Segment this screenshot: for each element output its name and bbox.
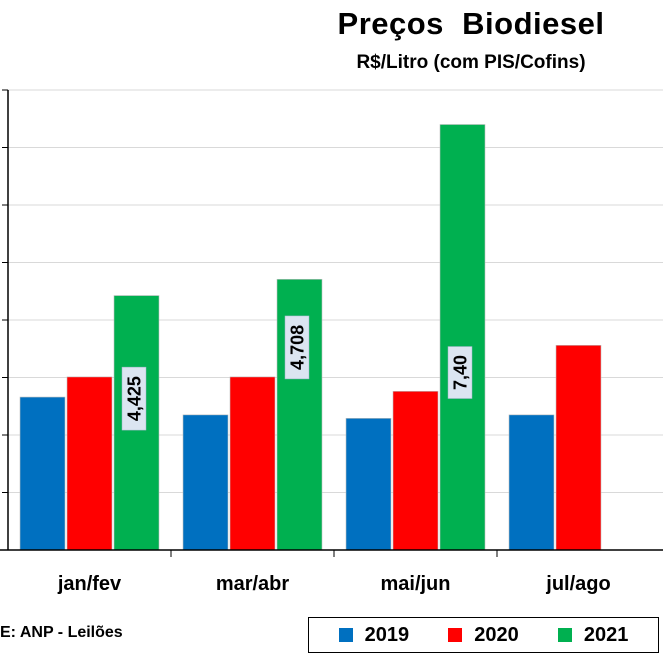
bars — [19, 124, 602, 551]
data-label-text: 7,40 — [451, 355, 471, 390]
data-labels: 4,425 4,708 7,40 — [121, 315, 473, 431]
bar-2019-jan-fev — [19, 396, 66, 551]
data-label-box — [284, 315, 310, 380]
bar-2019-mar-abr — [182, 414, 229, 551]
data-label-text: 4,708 — [288, 325, 308, 370]
axes: jan/fev mar/abr mai/jun jul/ago — [0, 89, 663, 595]
x-tick-label: jan/fev — [57, 573, 122, 595]
bar-2021-mai-jun — [439, 124, 486, 551]
bar-2020-mar-abr — [229, 376, 276, 551]
legend-item-2021: 2021 — [557, 623, 629, 647]
data-label-mai-jun: 7,40 — [447, 346, 473, 399]
data-label-box — [121, 366, 147, 431]
legend: 2019 2020 2021 — [308, 617, 659, 653]
x-tick-label: jul/ago — [545, 573, 610, 595]
legend-label-2020: 2020 — [474, 623, 519, 646]
legend-item-2019: 2019 — [338, 623, 410, 647]
source-note: E: ANP - Leilões — [0, 624, 123, 641]
legend-label-2021: 2021 — [583, 623, 629, 646]
x-tick-label: mar/abr — [216, 573, 290, 595]
bar-2020-mai-jun — [392, 390, 439, 551]
legend-item-2020: 2020 — [448, 624, 519, 647]
legend-swatch-2020 — [448, 628, 463, 642]
legend-swatch-2021 — [557, 628, 572, 642]
x-tick-label: mai/jun — [380, 573, 450, 595]
legend-label-2019: 2019 — [364, 623, 410, 646]
data-label-box — [447, 346, 473, 399]
bar-2019-jul-ago — [508, 414, 555, 551]
bar-2020-jan-fev — [66, 376, 113, 551]
bar-2020-jul-ago — [555, 344, 602, 551]
data-label-text: 4,425 — [125, 376, 145, 421]
title-box: Preços Biodiesel R$/Litro (com PIS/Cofin… — [328, 4, 614, 80]
data-label-jan-fev: 4,425 — [121, 366, 147, 431]
chart-subtitle: R$/Litro (com PIS/Cofins) — [356, 52, 586, 73]
legend-swatch-2019 — [338, 628, 353, 642]
chart-title: Preços Biodiesel — [337, 6, 605, 41]
data-label-mar-abr: 4,708 — [284, 315, 310, 380]
bar-2019-mai-jun — [345, 418, 392, 551]
